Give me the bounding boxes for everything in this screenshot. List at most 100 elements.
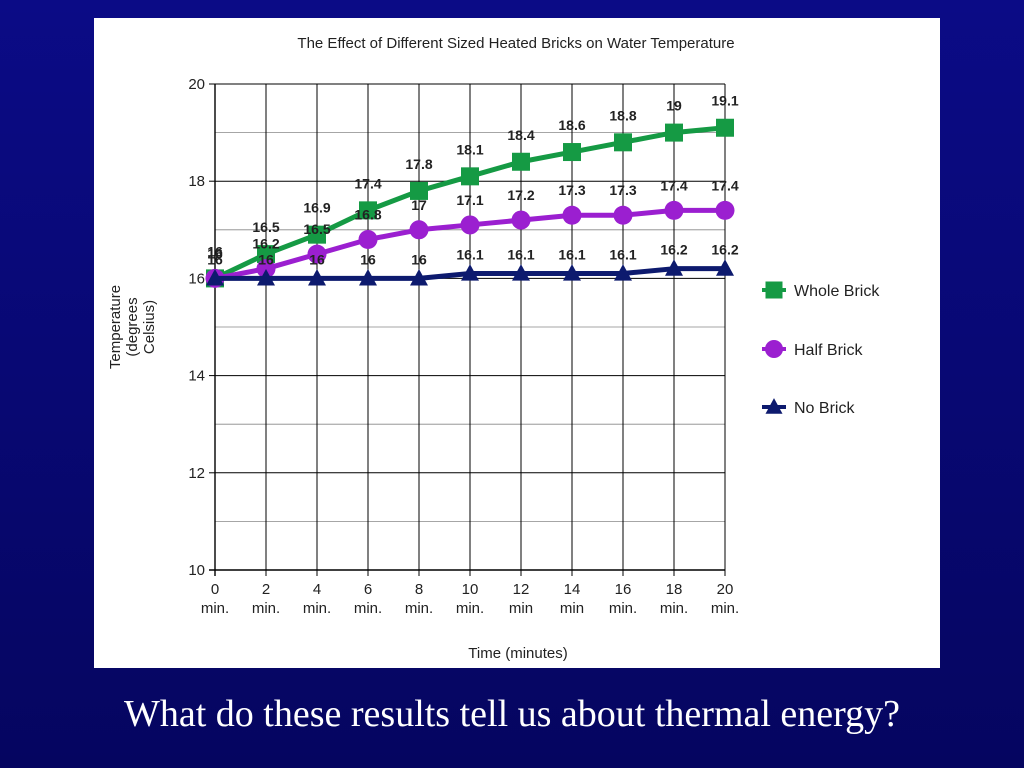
data-label: 17.2: [507, 187, 534, 203]
x-tick-label-line: min: [509, 600, 533, 617]
data-point-triangle: [665, 259, 683, 276]
data-point-circle: [460, 215, 480, 235]
x-tick-label: 16 min.: [609, 581, 637, 617]
x-tick-label-line: 20: [717, 581, 734, 598]
series-group: [205, 118, 735, 288]
chart-panel: The Effect of Different Sized Heated Bri…: [94, 18, 940, 668]
x-tick-label: 20 min.: [711, 581, 739, 617]
legend-marker-triangle: [765, 398, 783, 414]
y-tick-label: 12: [188, 465, 205, 482]
data-point-circle: [613, 205, 633, 225]
data-label: 16.2: [252, 236, 279, 252]
y-tick-label: 18: [188, 173, 205, 190]
x-tick-label: 10 min.: [456, 581, 484, 617]
data-point-triangle: [614, 264, 632, 281]
data-point-circle: [409, 220, 429, 240]
x-tick-label-line: 6: [364, 581, 372, 598]
data-label: 18.4: [507, 127, 534, 143]
data-point-circle: [358, 230, 378, 250]
data-label: 16.1: [456, 247, 483, 263]
legend-marker-circle: [765, 340, 783, 358]
data-point-triangle: [563, 264, 581, 281]
data-point-triangle: [308, 268, 326, 286]
data-label: 17.8: [405, 156, 432, 172]
axes: 10 12 14 16 18 20 0 min. 2 min. 4 min. 6 min. 8 min. 10 m…: [188, 76, 739, 617]
x-tick-label: 6 min.: [354, 581, 382, 617]
data-point-square: [614, 133, 632, 152]
data-label: 19.1: [711, 93, 738, 109]
x-tick-label-line: 10: [462, 581, 479, 598]
data-point-square: [716, 118, 734, 137]
data-label: 18.8: [609, 107, 636, 123]
y-tick-label: 16: [188, 270, 205, 287]
x-tick-label-line: min.: [201, 600, 229, 617]
x-tick-label-line: min.: [660, 600, 688, 617]
data-point-square: [359, 201, 377, 220]
y-axis-title-line: Celsius): [141, 300, 158, 354]
x-tick-label-line: min.: [354, 600, 382, 617]
data-label: 16: [411, 251, 427, 267]
data-point-triangle: [359, 268, 377, 286]
x-tick-label: 0 min.: [201, 581, 229, 617]
x-tick-label-line: 0: [211, 581, 219, 598]
x-tick-label-line: min.: [711, 600, 739, 617]
data-label: 16.5: [252, 219, 279, 235]
data-label: 19: [666, 98, 682, 114]
data-label: 16.1: [558, 247, 585, 263]
data-point-square: [257, 245, 275, 264]
data-label: 18.1: [456, 141, 483, 157]
data-point-square: [410, 181, 428, 200]
x-tick-label-line: 16: [615, 581, 632, 598]
data-point-square: [563, 143, 581, 162]
data-point-square: [512, 152, 530, 171]
legend-marker-square: [765, 281, 783, 299]
y-tick-label: 10: [188, 562, 205, 579]
x-tick-label-line: 2: [262, 581, 270, 598]
data-label: 17.4: [660, 177, 687, 193]
data-point-circle: [256, 259, 276, 279]
chart-title: The Effect of Different Sized Heated Bri…: [297, 35, 734, 52]
x-tick-label-line: min: [560, 600, 584, 617]
data-point-circle: [715, 200, 735, 220]
data-point-triangle: [716, 259, 734, 276]
data-label: 16.9: [303, 200, 330, 216]
legend-label: Whole Brick: [794, 283, 880, 300]
y-axis-title-line: Temperature: [107, 285, 124, 369]
data-label: 16.5: [303, 221, 330, 237]
data-label: 17.4: [354, 175, 381, 191]
x-tick-label-line: 18: [666, 581, 683, 598]
legend: Whole Brick Half Brick No Brick: [762, 281, 880, 417]
data-label: 17.4: [711, 177, 738, 193]
legend-label: Half Brick: [794, 342, 863, 359]
x-tick-label: 14 min: [560, 581, 584, 617]
x-tick-label-line: min.: [609, 600, 637, 617]
x-tick-label-line: min.: [303, 600, 331, 617]
x-tick-label-line: 12: [513, 581, 530, 598]
legend-label: No Brick: [794, 400, 855, 417]
x-tick-label: 12 min: [509, 581, 533, 617]
y-axis-title: Temperature(degreesCelsius): [107, 285, 158, 369]
x-axis-title: Time (minutes): [468, 645, 567, 662]
y-tick-label: 14: [188, 368, 205, 385]
x-tick-label: 2 min.: [252, 581, 280, 617]
x-tick-label-line: min.: [405, 600, 433, 617]
y-axis-title-line: (degrees: [124, 297, 141, 356]
x-tick-label-line: 8: [415, 581, 423, 598]
data-point-circle: [562, 205, 582, 225]
data-label: 16.2: [711, 242, 738, 258]
data-label: 16: [207, 245, 223, 261]
y-axis-title-text: Temperature(degreesCelsius): [107, 285, 158, 369]
data-label: 16: [258, 251, 274, 267]
data-label: 16.1: [507, 247, 534, 263]
data-label: 17: [411, 197, 427, 213]
data-label: 16.1: [609, 247, 636, 263]
data-point-triangle: [512, 264, 530, 281]
data-point-triangle: [461, 264, 479, 281]
x-tick-label-line: min.: [252, 600, 280, 617]
data-point-triangle: [206, 268, 224, 286]
data-label: 16: [309, 251, 325, 267]
data-point-circle: [511, 210, 531, 230]
data-point-square: [461, 167, 479, 186]
data-label: 16: [207, 243, 223, 259]
x-tick-label-line: 4: [313, 581, 321, 598]
